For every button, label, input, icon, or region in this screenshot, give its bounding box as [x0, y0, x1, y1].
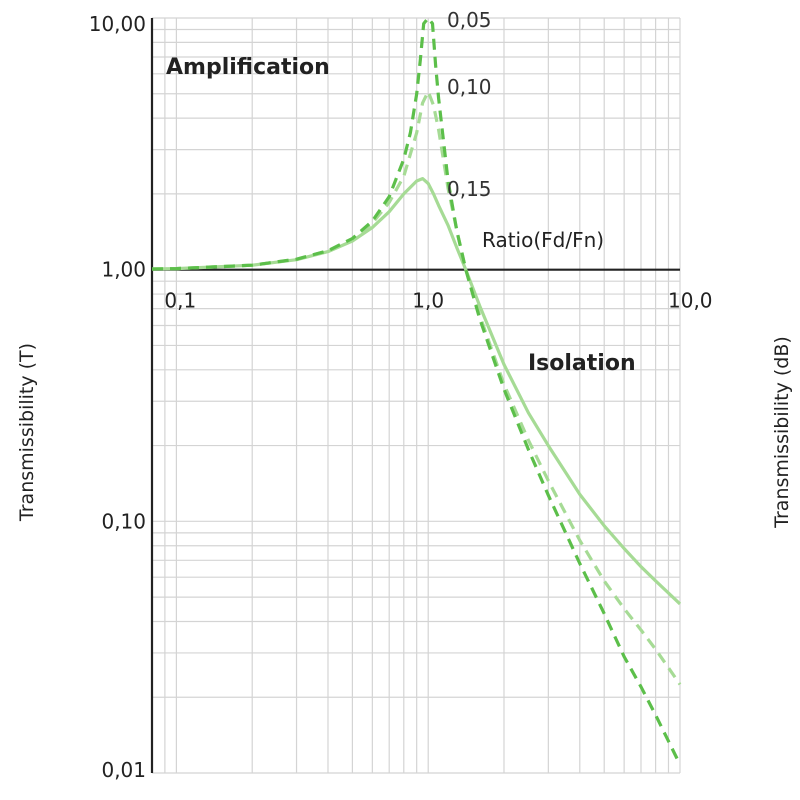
- grid: [151, 17, 681, 774]
- axes: [150, 18, 680, 773]
- x-axis-title: Ratio(Fd/Fn): [482, 228, 604, 252]
- y-axis-title-right: Transmissibility (dB): [771, 336, 793, 529]
- series-labels: 0,05 0,10 0,15: [447, 8, 492, 201]
- x-tick-label: 10,0: [668, 289, 713, 313]
- isolation-annotation: Isolation: [528, 351, 636, 376]
- series-lines: [151, 16, 682, 766]
- y-tick-label: 0,01: [101, 758, 146, 782]
- y-axis-title-left: Transmissibility (T): [16, 343, 38, 522]
- x-tick-label: 1,0: [412, 289, 444, 313]
- series-label: 0,10: [447, 75, 492, 99]
- x-tick-labels: 0,1 1,0 10,0: [164, 289, 712, 313]
- amplification-annotation: Amplification: [166, 55, 330, 80]
- y-tick-label: 10,00: [89, 12, 146, 36]
- y-tick-label: 0,10: [101, 509, 146, 533]
- series-label: 0,05: [447, 8, 492, 32]
- x-tick-label: 0,1: [164, 289, 196, 313]
- series-label: 0,15: [447, 177, 492, 201]
- series-line: [151, 16, 682, 766]
- y-tick-label: 1,00: [101, 258, 146, 282]
- y-tick-labels: 10,00 1,00 0,10 0,01: [89, 12, 146, 782]
